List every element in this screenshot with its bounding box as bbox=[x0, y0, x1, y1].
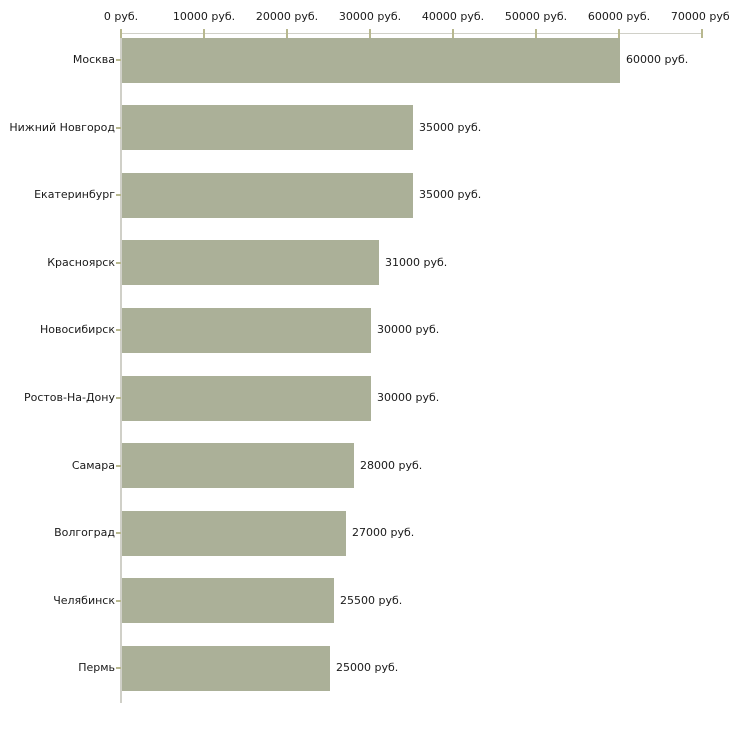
category-tick-mark bbox=[116, 59, 121, 61]
value-label: 31000 руб. bbox=[385, 256, 448, 269]
x-axis-tick-mark bbox=[203, 29, 205, 38]
bar bbox=[122, 376, 371, 421]
bar bbox=[122, 578, 334, 623]
value-label: 35000 руб. bbox=[419, 121, 482, 134]
x-axis-tick-mark bbox=[286, 29, 288, 38]
y-axis-line bbox=[120, 33, 122, 703]
category-label: Екатеринбург bbox=[34, 188, 115, 201]
category-label: Челябинск bbox=[53, 594, 115, 607]
category-label: Волгоград bbox=[54, 526, 115, 539]
category-tick-mark bbox=[116, 465, 121, 467]
x-axis-tick-mark bbox=[535, 29, 537, 38]
bar bbox=[122, 443, 354, 488]
category-label: Ростов-На-Дону bbox=[23, 391, 115, 404]
bar bbox=[122, 105, 413, 150]
category-tick-mark bbox=[116, 127, 121, 129]
x-axis-tick-label: 30000 руб. bbox=[338, 10, 402, 23]
bar bbox=[122, 511, 346, 556]
value-label: 30000 руб. bbox=[377, 323, 440, 336]
bar bbox=[122, 38, 620, 83]
value-label: 60000 руб. bbox=[626, 53, 689, 66]
x-axis-tick-label: 0 руб. bbox=[103, 10, 139, 23]
category-label: Нижний Новгород bbox=[9, 121, 115, 134]
x-axis-tick-label: 20000 руб. bbox=[255, 10, 319, 23]
x-axis-tick-mark bbox=[369, 29, 371, 38]
category-tick-mark bbox=[116, 600, 121, 602]
x-axis-tick-mark bbox=[452, 29, 454, 38]
category-label: Красноярск bbox=[47, 256, 115, 269]
x-axis-tick-label: 50000 руб. bbox=[504, 10, 568, 23]
category-tick-mark bbox=[116, 532, 121, 534]
category-label: Пермь bbox=[78, 661, 115, 674]
x-axis-tick-mark bbox=[618, 29, 620, 38]
x-axis-tick-mark bbox=[701, 29, 703, 38]
category-tick-mark bbox=[116, 397, 121, 399]
category-label: Москва bbox=[72, 53, 115, 66]
category-label: Новосибирск bbox=[39, 323, 115, 336]
x-axis-line bbox=[121, 33, 703, 34]
x-axis-tick-label: 70000 руб. bbox=[670, 10, 730, 23]
category-tick-mark bbox=[116, 667, 121, 669]
x-axis-tick-label: 40000 руб. bbox=[421, 10, 485, 23]
value-label: 30000 руб. bbox=[377, 391, 440, 404]
category-tick-mark bbox=[116, 329, 121, 331]
value-label: 25000 руб. bbox=[336, 661, 399, 674]
value-label: 25500 руб. bbox=[340, 594, 403, 607]
category-tick-mark bbox=[116, 194, 121, 196]
bar bbox=[122, 308, 371, 353]
x-axis-tick-label: 10000 руб. bbox=[172, 10, 236, 23]
x-axis-tick-mark bbox=[120, 29, 122, 38]
value-label: 27000 руб. bbox=[352, 526, 415, 539]
value-label: 28000 руб. bbox=[360, 459, 423, 472]
category-label: Самара bbox=[71, 459, 115, 472]
bar bbox=[122, 173, 413, 218]
value-label: 35000 руб. bbox=[419, 188, 482, 201]
bar bbox=[122, 646, 330, 691]
x-axis-tick-label: 60000 руб. bbox=[587, 10, 651, 23]
category-tick-mark bbox=[116, 262, 121, 264]
bar bbox=[122, 240, 379, 285]
